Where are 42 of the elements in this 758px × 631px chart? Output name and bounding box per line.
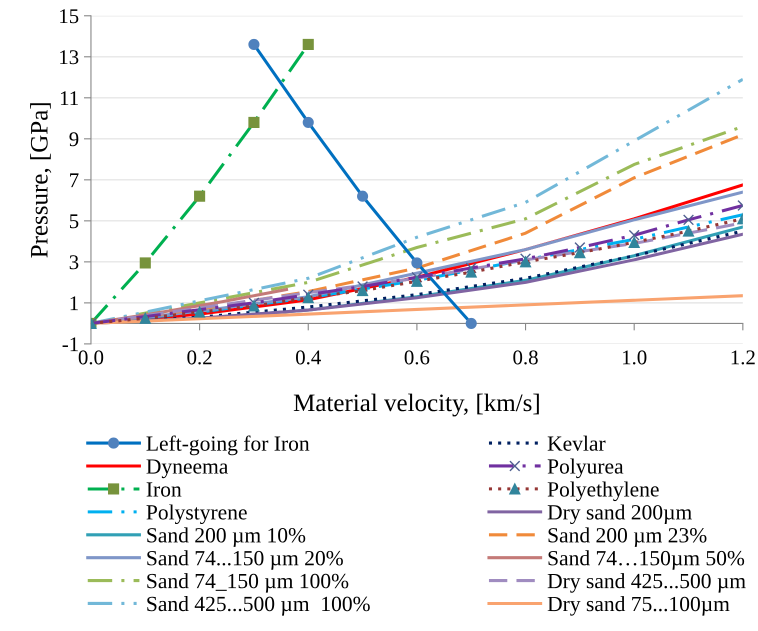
y-tick-label: 11 — [60, 91, 78, 106]
x-tick-label: 1.0 — [623, 350, 646, 365]
x-tick-label: 0.0 — [78, 350, 104, 365]
y-tick-label: 5 — [70, 214, 78, 228]
legend-label: Polystyrene — [146, 504, 247, 524]
point — [248, 297, 260, 308]
x-tick-label: 0.4 — [296, 350, 321, 365]
legend-label: Left-going for Iron — [146, 435, 310, 456]
legend-label: Sand 200 µm 23% — [548, 527, 706, 547]
legend-label: Dry sand 425...500 µm — [548, 573, 746, 593]
legend-label: Dry sand 75...100µm — [548, 596, 730, 616]
legend-label: Dry sand 200µm — [548, 504, 692, 524]
y-tick-label: 9 — [69, 132, 78, 146]
point — [466, 262, 477, 274]
legend-label: Sand 74…150µm 50% — [548, 550, 744, 570]
point — [628, 230, 640, 241]
point — [357, 280, 368, 292]
legend-label: Sand 200 µm 10% — [147, 527, 306, 547]
legend-label: Iron — [146, 482, 182, 497]
legend-label: Kevlar — [548, 436, 606, 451]
y-tick-label: 13 — [60, 50, 78, 64]
point — [302, 289, 314, 300]
point — [520, 253, 532, 264]
x-tick-label: 0.8 — [513, 350, 538, 365]
x-axis-title: Material velocity, [km/s] — [294, 394, 539, 416]
legend-label: Sand 74...150 µm 20% — [147, 550, 343, 570]
legend-label: Sand 74_150 µm 100% — [147, 573, 348, 593]
y-tick-label: 3 — [70, 255, 78, 270]
point — [682, 214, 694, 226]
y-tick-label: 7 — [70, 173, 79, 188]
y-tick-label: -1 — [62, 337, 78, 352]
y-axis-title: Pressure, [GPa] — [30, 103, 52, 258]
legend-label: Polyurea — [548, 458, 624, 478]
x-tick-label: 0.6 — [404, 350, 430, 365]
point — [574, 242, 586, 254]
y-tick-label: 1 — [70, 296, 78, 310]
legend-label: Polyethylene — [548, 482, 659, 502]
legend-label: Sand 425...500 µm 100% — [147, 596, 370, 616]
x-tick-label: 1.2 — [732, 350, 755, 365]
legend-label: Dyneema — [146, 459, 228, 478]
y-tick-label: 15 — [60, 9, 78, 24]
x-tick-label: 0.2 — [187, 350, 212, 365]
